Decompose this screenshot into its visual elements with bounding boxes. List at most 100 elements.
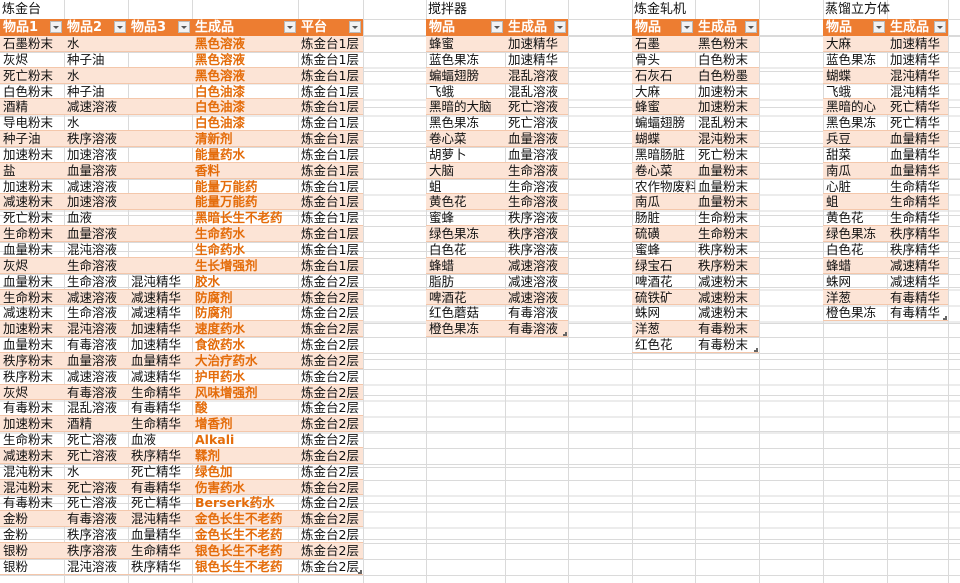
filter-dropdown-icon[interactable]	[50, 21, 62, 33]
table-cell[interactable]: 减速精华	[128, 305, 192, 322]
table-cell[interactable]: 炼金台2层	[298, 337, 363, 353]
table-cell[interactable]: 血量精华	[887, 163, 948, 179]
table-cell[interactable]: 有毒粉末	[0, 400, 64, 417]
table-cell[interactable]: 白色油漆	[192, 84, 298, 100]
column-header[interactable]: 生成品	[192, 19, 298, 36]
table-cell[interactable]: 生命溶液	[64, 258, 128, 274]
table-cell[interactable]: 黑色溶液	[192, 36, 298, 52]
table-cell[interactable]: 死亡精华	[128, 495, 192, 512]
table-cell[interactable]: 炼金台2层	[298, 290, 363, 306]
table-cell[interactable]: 蝴蝶	[632, 131, 695, 147]
table-cell[interactable]: 银粉	[0, 559, 64, 575]
table-cell[interactable]: 加速粉末	[695, 99, 759, 116]
table-cell[interactable]: 有毒溶液	[64, 511, 128, 528]
table-cell[interactable]: 蛆	[823, 194, 887, 211]
table-cell[interactable]: 血量粉末	[0, 337, 64, 353]
table-cell[interactable]: 生命药水	[192, 226, 298, 242]
table-cell[interactable]: 导电粉末	[0, 115, 64, 132]
table-cell[interactable]: 蜜蜂	[632, 242, 695, 258]
table-cell[interactable]: 炼金台1层	[298, 115, 363, 132]
column-header[interactable]: 物品	[632, 19, 695, 36]
table-cell[interactable]	[128, 52, 192, 68]
table-cell[interactable]: 银色长生不老药	[192, 559, 298, 575]
table-cell[interactable]: 酒精	[0, 99, 64, 116]
table-cell[interactable]: 秩序粉末	[0, 369, 64, 385]
table-cell[interactable]: 生命精华	[887, 179, 948, 195]
table-cell[interactable]: 血量粉末	[0, 242, 64, 258]
table-cell[interactable]: 炼金台2层	[298, 432, 363, 448]
table-cell[interactable]: 金色长生不老药	[192, 511, 298, 528]
table-cell[interactable]: 减速溶液	[64, 290, 128, 306]
table-cell[interactable]: 血量溶液	[64, 353, 128, 369]
table-cell[interactable]: 死亡溶液	[64, 480, 128, 496]
table-cell[interactable]: 炼金台2层	[298, 511, 363, 528]
table-cell[interactable]: 大脑	[426, 163, 505, 179]
table-cell[interactable]: 水	[64, 68, 128, 84]
table-cell[interactable]: 心脏	[823, 179, 887, 195]
table-cell[interactable]: 死亡精华	[887, 115, 948, 132]
table-cell[interactable]: 血量精华	[887, 131, 948, 147]
table-cell[interactable]: 有毒溶液	[505, 321, 568, 338]
table-cell[interactable]: 混乱溶液	[505, 68, 568, 84]
table-cell[interactable]: 黄色花	[823, 210, 887, 227]
table-cell[interactable]: 有毒溶液	[505, 305, 568, 322]
table-cell[interactable]: 炼金台2层	[298, 527, 363, 543]
table-cell[interactable]: 能量万能药	[192, 179, 298, 195]
table-cell[interactable]: 加速粉末	[695, 84, 759, 100]
table-cell[interactable]: 血量粉末	[695, 194, 759, 211]
table-cell[interactable]: 死亡粉末	[695, 147, 759, 163]
table-cell[interactable]: 加速精华	[887, 36, 948, 52]
table-cell[interactable]: 死亡溶液	[505, 115, 568, 132]
table-cell[interactable]: 蛛网	[823, 274, 887, 290]
table-cell[interactable]: 生命粉末	[0, 290, 64, 306]
table-cell[interactable]: 炼金台2层	[298, 305, 363, 322]
table-cell[interactable]: 香料	[192, 163, 298, 179]
table-cell[interactable]: 南瓜	[632, 194, 695, 211]
table-cell[interactable]: 血量精华	[128, 353, 192, 369]
table-cell[interactable]: 减速粉末	[0, 305, 64, 322]
table-cell[interactable]: 混沌精华	[887, 68, 948, 84]
table-cell[interactable]: 金粉	[0, 527, 64, 543]
table-cell[interactable]: 秩序粉末	[695, 242, 759, 258]
table-cell[interactable]: 能量药水	[192, 147, 298, 163]
table-cell[interactable]: 混沌精华	[128, 511, 192, 528]
table-cell[interactable]: 秩序溶液	[64, 527, 128, 543]
table-cell[interactable]: 血量粉末	[695, 179, 759, 195]
table-cell[interactable]: 黑暗肠脏	[632, 147, 695, 163]
table-cell[interactable]: 炼金台1层	[298, 163, 363, 179]
table-cell[interactable]: 黑暗的心	[823, 99, 887, 116]
table-cell[interactable]: 洋葱	[632, 321, 695, 338]
table-cell[interactable]	[128, 226, 192, 242]
table-cell[interactable]: 农作物废料	[632, 179, 695, 195]
table-cell[interactable]	[128, 36, 192, 52]
table-cell[interactable]: 死亡溶液	[505, 99, 568, 116]
table-cell[interactable]: 有毒溶液	[64, 337, 128, 353]
filter-dropdown-icon[interactable]	[681, 21, 693, 33]
filter-dropdown-icon[interactable]	[349, 21, 361, 33]
table-cell[interactable]	[128, 99, 192, 116]
table-cell[interactable]: 减速溶液	[505, 274, 568, 290]
table-cell[interactable]	[128, 194, 192, 211]
table-resize-handle[interactable]	[563, 332, 567, 337]
table-cell[interactable]: 混沌精华	[887, 84, 948, 100]
table-cell[interactable]: 蜂蜜	[426, 36, 505, 52]
table-cell[interactable]: 伤害药水	[192, 480, 298, 496]
table-cell[interactable]: 生命溶液	[64, 305, 128, 322]
filter-dropdown-icon[interactable]	[491, 21, 503, 33]
table-cell[interactable]: 炼金台1层	[298, 210, 363, 227]
table-cell[interactable]	[128, 210, 192, 227]
table-cell[interactable]: 灰烬	[0, 258, 64, 274]
table-cell[interactable]: 卷心菜	[632, 163, 695, 179]
table-cell[interactable]: 绿色果冻	[426, 226, 505, 242]
table-cell[interactable]: 黑色溶液	[192, 52, 298, 68]
table-resize-handle[interactable]	[943, 316, 947, 321]
table-cell[interactable]: 炼金台2层	[298, 321, 363, 338]
table-cell[interactable]: 炼金台1层	[298, 242, 363, 258]
table-cell[interactable]: 银粉	[0, 543, 64, 559]
table-cell[interactable]: 炼金台1层	[298, 258, 363, 274]
table-cell[interactable]: 骨头	[632, 52, 695, 68]
table-cell[interactable]	[128, 179, 192, 195]
table-cell[interactable]: 护甲药水	[192, 369, 298, 385]
table-cell[interactable]: 减速溶液	[64, 179, 128, 195]
table-cell[interactable]: 大治疗药水	[192, 353, 298, 369]
